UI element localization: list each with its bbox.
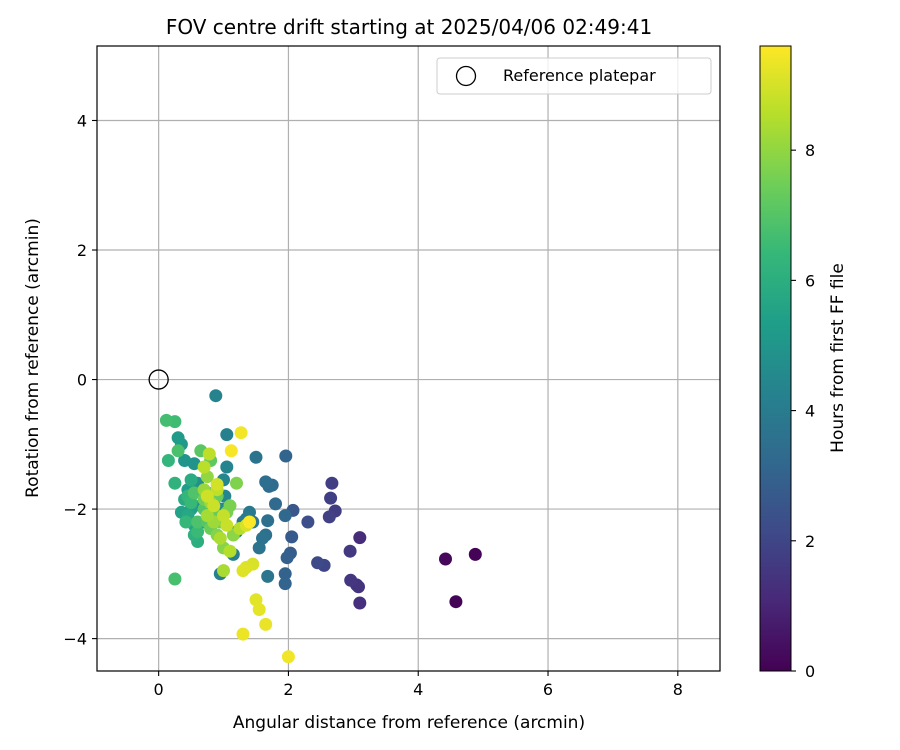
data-point: [213, 531, 227, 545]
data-point: [161, 454, 175, 467]
data-point: [168, 572, 182, 586]
data-point: [234, 426, 248, 440]
x-axis-ticks: 0 2 4 6 8: [154, 671, 683, 699]
colorbar-tick-label: 2: [805, 532, 815, 551]
data-point: [343, 544, 357, 558]
data-point: [168, 476, 182, 490]
data-point: [179, 515, 193, 529]
data-point: [236, 627, 250, 641]
colorbar-tick-label: 4: [805, 402, 815, 421]
data-point: [278, 577, 292, 591]
data-point: [311, 556, 325, 570]
data-point: [324, 491, 338, 505]
data-point: [439, 552, 452, 566]
data-point: [171, 444, 185, 458]
legend: Reference platepar: [436, 57, 712, 95]
legend-marker-reference: [455, 65, 477, 87]
data-point: [259, 617, 273, 631]
legend-box: [436, 57, 712, 95]
data-point: [353, 531, 367, 545]
data-point: [261, 514, 275, 528]
reference-platepar-marker: [148, 369, 169, 390]
plot-frame: [96, 45, 721, 672]
grid-lines: [97, 46, 720, 671]
data-point: [191, 515, 205, 529]
data-point: [230, 476, 243, 490]
data-point: [468, 547, 482, 561]
y-axis-ticks: −4 −2 0 2 4: [63, 111, 97, 649]
data-point: [281, 650, 295, 664]
data-point: [278, 509, 292, 523]
data-point: [207, 499, 221, 513]
colorbar-tick-label: 0: [805, 662, 815, 681]
data-point: [220, 518, 234, 532]
y-tick-label: −2: [63, 500, 87, 519]
data-point: [191, 525, 205, 539]
data-point: [259, 475, 273, 489]
colorbar: 0 2 4 6 8 Hours from first FF file: [759, 45, 848, 681]
y-tick-label: 0: [77, 371, 87, 390]
data-point: [344, 573, 358, 587]
data-point: [202, 447, 216, 461]
y-tick-label: −4: [63, 630, 87, 649]
data-point: [178, 454, 192, 467]
data-point: [197, 460, 211, 474]
data-point: [200, 489, 214, 503]
data-point: [224, 444, 238, 458]
data-point: [223, 544, 237, 558]
data-point: [249, 450, 263, 464]
data-point: [209, 389, 223, 403]
colorbar-ticks: 0 2 4 6 8: [791, 141, 815, 681]
data-point: [449, 595, 463, 609]
colorbar-tick-label: 6: [805, 271, 815, 290]
data-point: [236, 564, 250, 578]
x-tick-label: 6: [543, 680, 553, 699]
y-tick-label: 2: [77, 241, 87, 260]
data-point: [285, 530, 299, 544]
data-point: [322, 510, 336, 524]
x-tick-label: 0: [154, 680, 164, 699]
data-point: [200, 509, 214, 523]
y-axis-label: Rotation from reference (arcmin): [23, 218, 43, 498]
data-point: [220, 428, 234, 442]
x-tick-label: 2: [283, 680, 293, 699]
data-point: [353, 596, 367, 610]
data-point: [252, 603, 266, 616]
data-point: [252, 541, 266, 555]
y-tick-label: 4: [77, 111, 87, 130]
data-point: [187, 486, 201, 500]
chart-title: FOV centre drift starting at 2025/04/06 …: [166, 15, 652, 39]
data-point: [159, 413, 173, 427]
data-point: [210, 478, 224, 491]
x-tick-label: 4: [413, 680, 423, 699]
data-point: [278, 567, 292, 581]
data-point: [217, 564, 230, 578]
colorbar-gradient: [759, 45, 792, 672]
data-point: [269, 497, 282, 511]
data-point: [301, 515, 315, 529]
legend-label-reference: Reference platepar: [503, 66, 656, 85]
colorbar-tick-label: 8: [805, 141, 815, 160]
data-point: [184, 473, 198, 487]
data-point: [243, 515, 256, 529]
x-tick-label: 8: [673, 680, 683, 699]
data-point: [171, 431, 185, 445]
data-point: [223, 499, 237, 513]
x-axis-label: Angular distance from reference (arcmin): [233, 713, 585, 733]
data-point: [261, 569, 275, 583]
data-point: [325, 476, 339, 490]
data-points: [159, 389, 482, 664]
data-point: [220, 460, 234, 474]
colorbar-label: Hours from first FF file: [828, 263, 848, 453]
data-point: [279, 449, 293, 463]
data-point: [280, 551, 294, 565]
